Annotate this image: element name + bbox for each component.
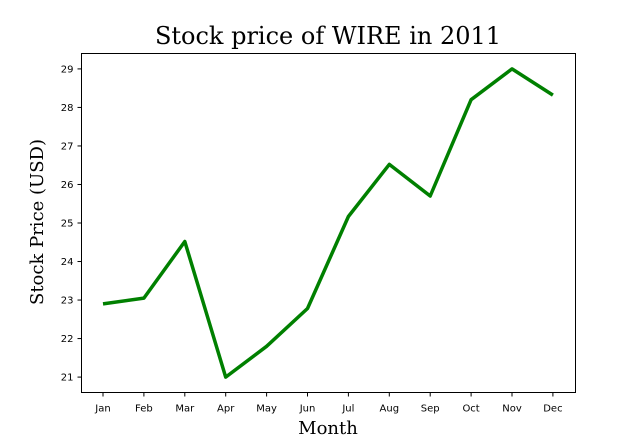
x-tick-label: Oct: [462, 404, 479, 415]
y-tick-label: 24: [61, 257, 74, 268]
x-tick-label: Jul: [341, 404, 354, 415]
y-tick-label: 26: [61, 180, 74, 191]
y-axis-label: Stock Price (USD): [27, 139, 48, 305]
x-axis: Jan Feb Mar Apr May Jun Jul Aug Sep Oct Nov Dec: [94, 392, 563, 415]
y-tick-label: 22: [61, 334, 74, 345]
x-tick-label: Nov: [502, 404, 522, 415]
y-tick-label: 27: [61, 141, 74, 152]
y-tick-label: 28: [61, 103, 74, 114]
stock-price-line: [102, 67, 554, 379]
chart-title: Stock price of WIRE in 2011: [155, 22, 501, 50]
y-tick-label: 23: [61, 296, 74, 307]
x-tick-label: Apr: [217, 404, 235, 415]
x-axis-label: Month: [298, 418, 358, 439]
x-tick-label: Feb: [135, 404, 153, 415]
x-tick-label: Sep: [421, 404, 440, 415]
y-tick-label: 25: [61, 219, 74, 230]
x-tick-label: Mar: [175, 404, 195, 415]
y-axis: 21 22 23 24 25 26 27 28 29: [61, 64, 82, 384]
x-tick-label: Aug: [380, 404, 400, 415]
y-tick-label: 21: [61, 373, 74, 384]
x-tick-label: Dec: [543, 404, 562, 415]
series-group: [102, 67, 554, 379]
x-tick-label: Jan: [94, 404, 110, 415]
x-tick-label: May: [256, 404, 277, 415]
plot-area-frame: [81, 53, 576, 393]
x-tick-label: Jun: [299, 404, 316, 415]
y-tick-label: 29: [61, 64, 74, 75]
